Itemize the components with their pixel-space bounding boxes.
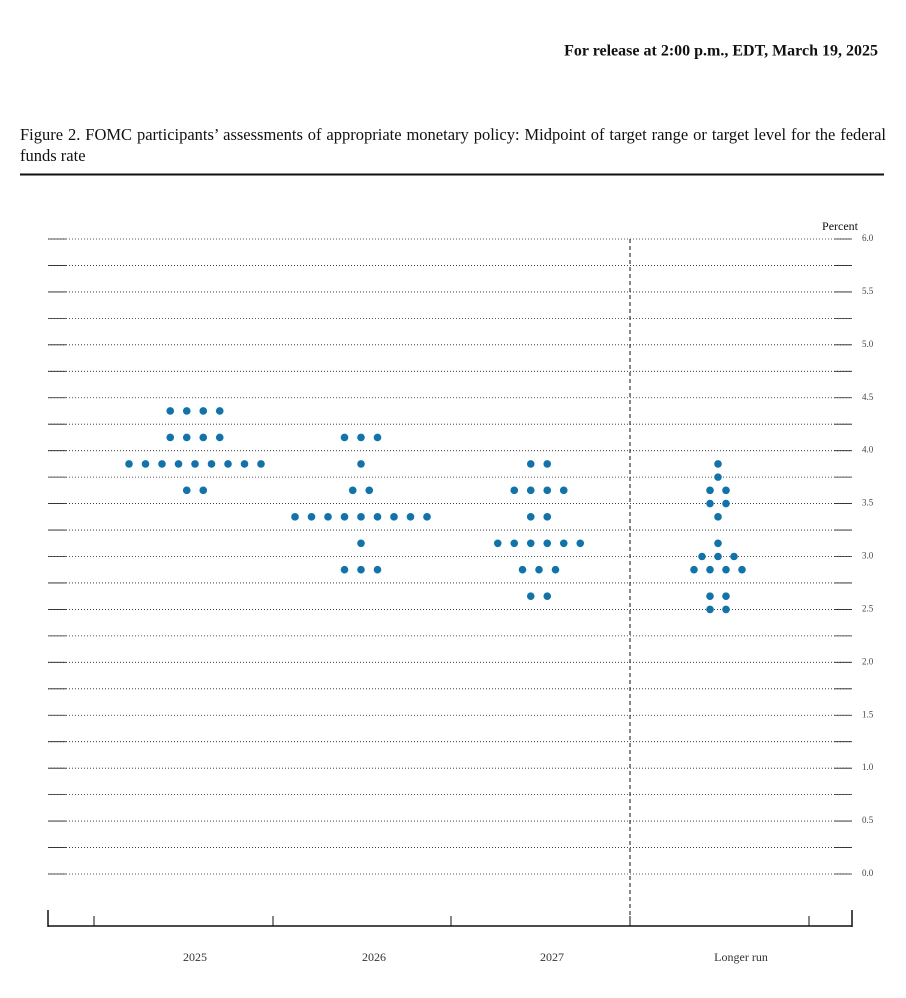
dot [199,486,208,495]
x-tick-label: Longer run [714,950,768,964]
dot [224,460,232,468]
dot [543,539,552,548]
dot [706,486,714,495]
release-header: For release at 2:00 p.m., EDT, March 19,… [564,43,878,60]
y-tick-label: 5.5 [862,286,874,296]
dot [166,433,175,442]
x-tick-label: 2025 [183,950,207,964]
dot [706,605,714,614]
dot [543,513,552,521]
y-tick-label: 2.0 [862,656,874,666]
dot [722,605,730,614]
y-axis-label: Percent [822,219,859,233]
dot [526,486,535,495]
dot [714,513,722,521]
dot [526,592,535,600]
dot [518,565,527,574]
dot [543,486,552,495]
dot [722,486,730,495]
dot [182,433,191,442]
y-tick-label: 3.5 [862,498,874,508]
dot [551,565,560,574]
dot [722,565,730,574]
dot [307,513,316,521]
dot [365,486,374,495]
dot [706,565,714,574]
dot [738,565,746,574]
dot [240,460,249,468]
x-tick-label: 2026 [362,950,386,964]
dot [215,407,224,415]
y-tick-label: 0.5 [862,815,874,825]
dot [390,513,398,521]
chart-title: Figure 2. FOMC participants’ assessments… [20,125,886,165]
y-tick-label: 6.0 [862,233,874,243]
y-tick-label: 2.5 [862,603,874,613]
dot [340,565,349,574]
dot [543,592,552,600]
dot [714,539,722,548]
dot [730,552,738,561]
dot [141,460,150,468]
dot [543,460,552,468]
dot [215,433,224,442]
title-box: Figure 2. FOMC participants’ assessments… [20,125,886,165]
dot [357,460,365,468]
dot [510,539,519,548]
dot [182,407,191,415]
dot [722,592,730,600]
y-tick-label: 1.5 [862,709,874,719]
dot [526,513,535,521]
dot [535,565,543,574]
y-tick-label: 5.0 [862,339,874,349]
dot [722,499,730,508]
dot [199,433,208,442]
dot [714,552,722,561]
x-tick-label: 2027 [540,950,564,964]
dot [166,407,175,415]
dot [357,433,365,442]
dot [526,539,535,548]
dot [158,460,166,468]
dot [373,513,382,521]
dot [493,539,502,548]
dot [348,486,357,495]
y-tick-label: 1.0 [862,762,874,772]
dot [182,486,191,495]
dot [291,513,299,521]
y-tick-label: 3.0 [862,551,874,561]
dot [714,460,722,468]
dot [559,539,568,548]
y-tick-label: 4.5 [862,392,874,402]
dot [706,499,714,508]
dot [191,460,199,468]
dot [324,513,332,521]
dot [690,565,698,574]
dot [559,486,568,495]
dot [357,513,365,521]
dot [357,565,365,574]
dot [510,486,519,495]
dot [714,473,722,481]
dot [706,592,714,600]
dot [340,433,349,442]
y-tick-label: 0.0 [862,868,874,878]
dot [406,513,415,521]
dot [125,460,133,468]
dot [576,539,585,548]
dot [340,513,349,521]
dot [199,407,208,415]
dot [207,460,216,468]
dot [423,513,431,521]
dot [698,552,706,561]
dot [373,565,382,574]
dot [373,433,382,442]
dot [174,460,183,468]
dot [257,460,265,468]
dot [357,539,365,548]
dot [526,460,535,468]
y-tick-label: 4.0 [862,445,874,455]
